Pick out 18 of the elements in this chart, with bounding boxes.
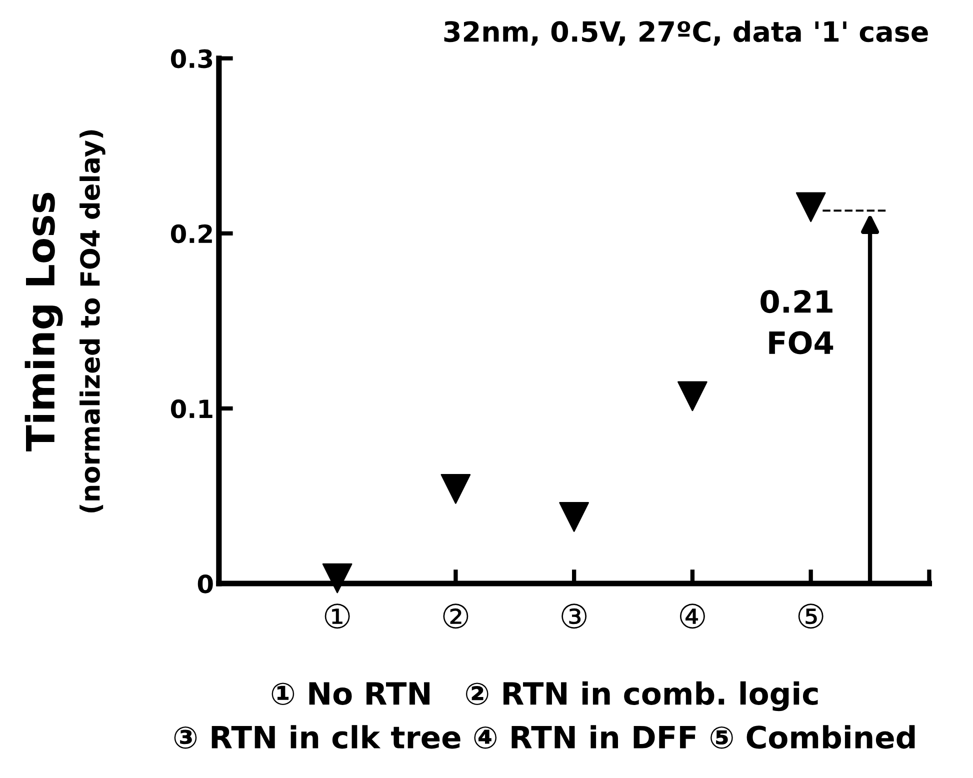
x-tick-label: ③	[562, 604, 587, 629]
point	[559, 502, 589, 532]
x-tick-label: ⑤	[798, 604, 824, 629]
point	[322, 563, 352, 594]
y-tick-label: 0.2	[170, 224, 212, 244]
y-tick-label: 0.3	[170, 49, 212, 68]
x-tick-label: ①	[324, 604, 350, 629]
x-axis-title: ① No RTN ② RTN in comb. logic ③ RTN in clk tree ④ RTN in DFF ⑤ Combined	[174, 681, 915, 749]
y-axis-title: Timing Loss (normalized to FO4 delay)	[24, 130, 106, 512]
point	[440, 474, 471, 504]
x-tick-label: ②	[443, 604, 468, 629]
y-tick-label: 0.1	[170, 399, 212, 418]
point	[796, 192, 826, 222]
chart-title: 32nm, 0.5V, 27ºC, data '1' case	[444, 20, 928, 46]
y-tick-label: 0	[198, 574, 213, 594]
point	[678, 381, 708, 412]
annotation: 0.21 FO4	[760, 290, 834, 354]
x-tick-label: ④	[680, 604, 705, 629]
